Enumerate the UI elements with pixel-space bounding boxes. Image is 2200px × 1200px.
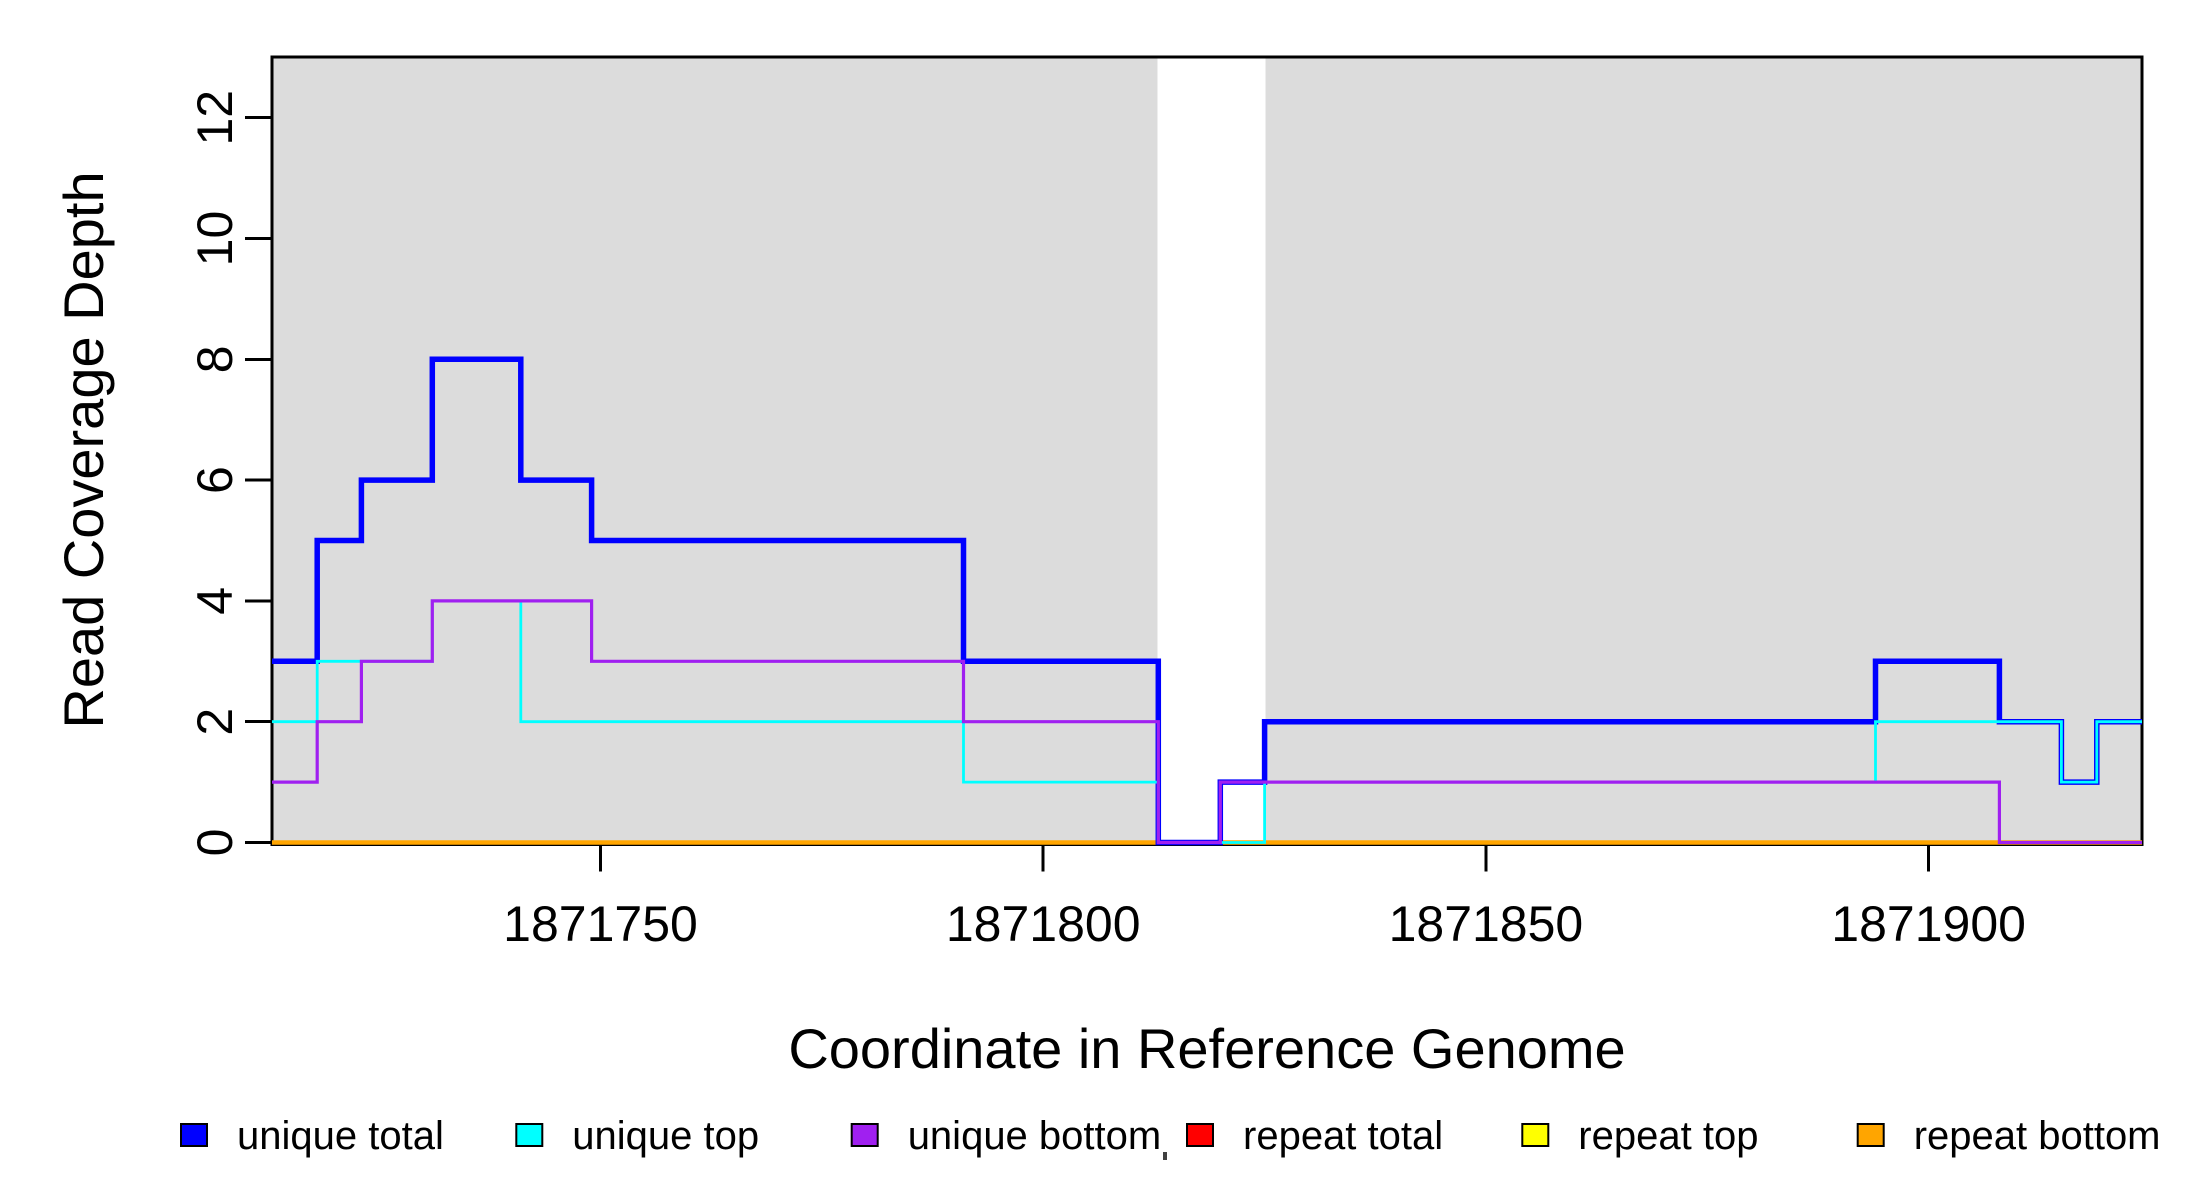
legend-label: unique total (237, 1114, 444, 1158)
y-tick-label: 8 (187, 345, 243, 373)
legend-item-unique-top: unique top (515, 1114, 759, 1158)
series-line-unique-bottom (272, 599, 2142, 845)
y-tick-label: 4 (187, 587, 243, 615)
legend-swatch-unique-top (515, 1123, 544, 1147)
y-tick-label: 0 (187, 829, 243, 857)
legend-swatch-unique-bottom (850, 1123, 879, 1147)
y-tick-label: 2 (187, 708, 243, 736)
x-axis-title: Coordinate in Reference Genome (788, 1017, 1625, 1080)
x-tick-label: 1871750 (503, 896, 698, 952)
x-tick-label: 1871900 (1831, 896, 2026, 952)
legend-item-repeat-total: repeat total (1186, 1114, 1443, 1158)
legend-swatch-repeat-bottom (1856, 1123, 1885, 1147)
legend-label: unique top (572, 1114, 759, 1158)
legend-item-repeat-bottom: repeat bottom (1856, 1114, 2161, 1158)
x-axis-ticks: 1871750 1871800 1871850 1871900 (503, 844, 2026, 952)
x-tick-label: 1871850 (1389, 896, 1584, 952)
legend-item-unique-total: unique total (180, 1114, 444, 1158)
stray-mark (1163, 1152, 1167, 1160)
coverage-series-lines (272, 356, 2142, 846)
legend-item-repeat-top: repeat top (1521, 1114, 1758, 1158)
legend-label: repeat bottom (1914, 1114, 2161, 1158)
legend-swatch-repeat-top (1521, 1123, 1550, 1147)
legend-label: repeat total (1243, 1114, 1443, 1158)
legend-label: unique bottom (908, 1114, 1162, 1158)
band-covered-region-left (272, 57, 1158, 845)
legend-item-unique-bottom: unique bottom (850, 1114, 1162, 1158)
y-axis-title: Read Coverage Depth (52, 171, 115, 728)
legend: unique total unique top unique bottom repea… (180, 1114, 2161, 1158)
x-tick-label: 1871800 (946, 896, 1141, 952)
background-bands (272, 57, 2142, 845)
legend-swatch-repeat-total (1186, 1123, 1214, 1147)
y-axis-ticks: 0 2 4 6 8 10 12 (187, 90, 272, 857)
legend-label: repeat top (1578, 1114, 1758, 1158)
band-covered-region-right (1265, 57, 2142, 845)
y-tick-label: 10 (187, 211, 243, 267)
y-tick-label: 6 (187, 466, 243, 494)
legend-swatch-unique-total (180, 1123, 208, 1147)
y-tick-label: 12 (187, 90, 243, 146)
